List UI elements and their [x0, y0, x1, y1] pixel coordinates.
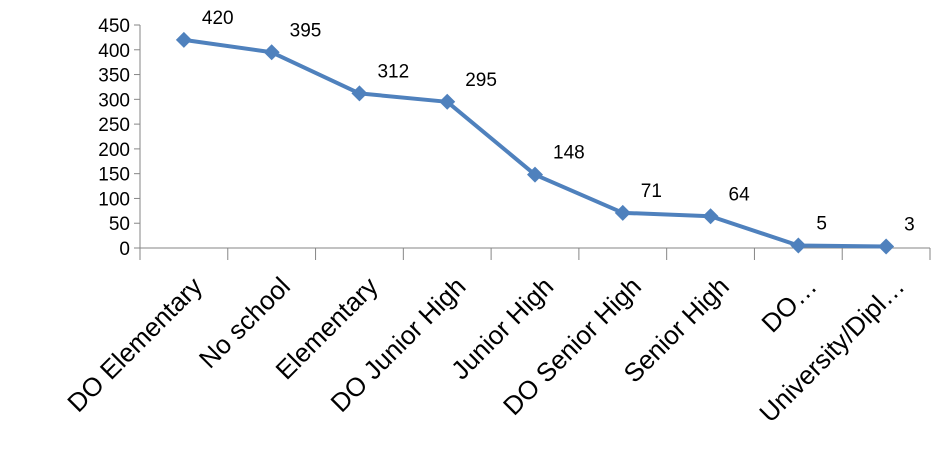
data-label: 148 — [553, 143, 585, 164]
data-point-marker — [614, 204, 631, 221]
data-label: 71 — [641, 181, 662, 202]
y-tick-label: 250 — [98, 115, 130, 136]
data-point-marker — [878, 238, 895, 255]
data-label: 3 — [904, 215, 915, 236]
y-tick-label: 200 — [98, 140, 130, 161]
data-point-marker — [527, 166, 543, 183]
y-tick-label: 100 — [98, 189, 130, 210]
y-tick-label: 300 — [98, 90, 130, 111]
data-label: 395 — [290, 20, 322, 41]
y-tick-label: 450 — [98, 16, 130, 37]
y-tick-label: 50 — [109, 214, 130, 235]
y-tick-label: 400 — [98, 41, 130, 62]
series-line — [183, 37, 887, 249]
y-axis-ticks: 0 50 100 150 200 250 300 350 400 450 — [98, 16, 140, 260]
data-label: 312 — [377, 61, 409, 82]
x-category-label: DO… — [755, 271, 822, 338]
data-label: 420 — [202, 8, 234, 29]
y-tick-label: 0 — [119, 239, 130, 260]
data-label: 295 — [465, 70, 497, 91]
data-point-marker — [790, 237, 807, 254]
data-point-marker — [439, 93, 456, 110]
x-category-label: DO Elementary — [61, 271, 208, 418]
data-point-marker — [263, 44, 280, 61]
y-tick-label: 350 — [98, 66, 130, 87]
data-label: 5 — [816, 214, 827, 235]
data-label: 64 — [729, 184, 751, 205]
series-group — [175, 31, 895, 255]
data-point-marker — [351, 85, 368, 102]
data-point-marker — [175, 31, 192, 48]
data-point-marker — [702, 208, 719, 225]
y-tick-label: 150 — [98, 165, 130, 186]
axes — [139, 25, 930, 249]
data-labels: 420 395 312 295 148 71 64 5 3 — [202, 8, 915, 236]
